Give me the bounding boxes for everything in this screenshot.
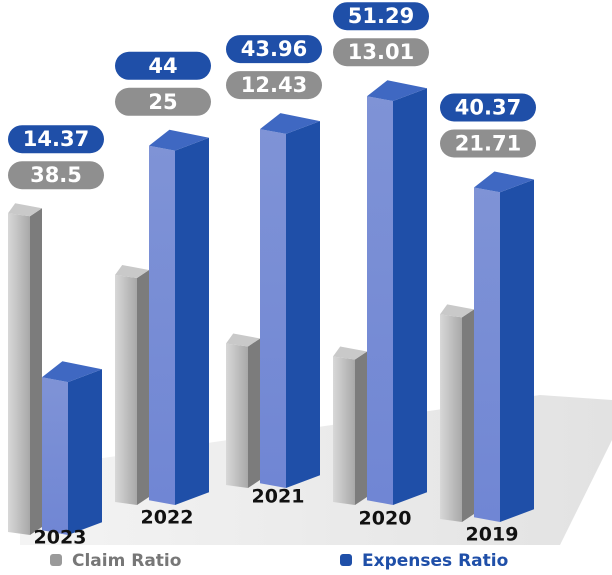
bar-front [226,343,248,488]
x-tick-label: 2022 [141,507,194,529]
value-label: 38.5 [30,163,82,187]
bar-top [333,346,367,360]
bar-side [462,309,474,522]
bar [474,171,534,522]
bar-side [286,121,320,489]
x-tick-label: 2019 [466,524,519,546]
bar-top [474,171,534,193]
bar [440,304,474,522]
bar-front [260,129,286,488]
bars [8,80,534,535]
bar [260,113,320,489]
value-label: 44 [148,54,177,78]
bar-side [175,137,209,506]
bar [42,361,102,535]
bar-top [226,333,260,347]
bar-front [367,96,393,505]
bar-top [115,265,149,278]
bar-side [393,88,427,505]
value-label: 13.01 [348,40,414,64]
value-pill [440,93,536,122]
bar-front [333,356,355,505]
x-tick-label: 2023 [34,527,87,549]
value-pill [333,2,429,31]
bar-side [500,179,534,522]
value-label: 40.37 [455,95,521,119]
bar-front [440,314,462,522]
bar-top [260,113,320,134]
bar [226,333,260,488]
bar-front [8,213,30,535]
legend-swatch [50,554,62,566]
bar-front [42,377,68,535]
bar-side [30,208,42,535]
bar-side [68,369,102,535]
value-label: 51.29 [348,4,414,28]
bar-top [367,80,427,102]
x-tick-label: 2020 [359,508,412,530]
x-tick-label: 2021 [252,486,305,508]
value-pill [440,129,536,158]
bar [8,203,42,535]
legend-swatch [340,554,352,566]
bar-side [248,338,260,488]
bar-side [137,270,149,505]
value-label: 14.37 [23,127,89,151]
value-pill [115,51,211,80]
value-pill [226,35,322,64]
bar-top [440,304,474,318]
bar-top [8,203,42,217]
value-pill [333,38,429,67]
labels: 38.5 14.37 2023 25 44 2022 12.43 43.96 2021 13.01… [8,2,536,549]
value-label: 21.71 [455,131,521,155]
bar [367,80,427,505]
legend-label: Claim Ratio [72,551,181,571]
bar [115,265,149,505]
value-label: 43.96 [241,37,307,61]
bar-top [42,361,102,383]
value-label: 12.43 [241,73,307,97]
bar-front [115,275,137,505]
value-pill [226,71,322,100]
legend: Claim Ratio Expenses Ratio [50,551,508,571]
bar-top [149,129,209,151]
bar-side [355,351,367,505]
bar [333,346,367,505]
value-label: 25 [148,90,177,114]
value-pill [115,87,211,116]
bar-front [474,187,500,522]
bar-front [149,145,175,506]
value-pill [8,161,104,190]
value-pill [8,125,104,154]
bar [149,129,209,506]
legend-label: Expenses Ratio [362,551,508,571]
